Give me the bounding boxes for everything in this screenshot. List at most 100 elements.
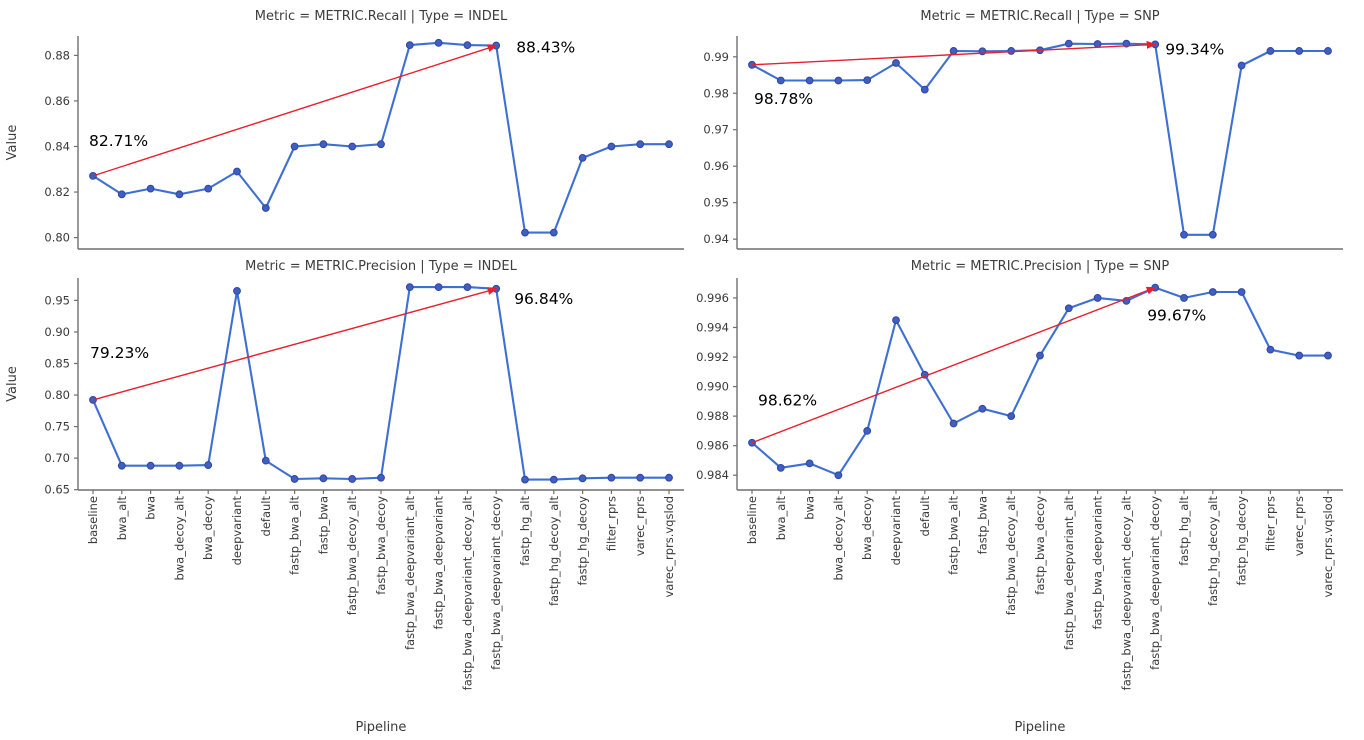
annotation-label: 98.62% — [758, 392, 817, 410]
data-point-fastp_bwa_decoy — [377, 140, 385, 149]
data-point-fastp_hg_decoy — [1237, 288, 1246, 296]
x-tick-label: fastp_hg_decoy — [1235, 496, 1249, 586]
data-point-bwa_alt — [776, 463, 785, 472]
x-tick-label: fastp_bwa_deepvariant_decoy — [1148, 496, 1162, 670]
facet-panel-precision-indel: Metric = METRIC.Precision | Type = INDEL… — [5, 259, 684, 735]
y-tick-label: 0.82 — [44, 185, 70, 199]
x-tick-label: bwa_decoy — [860, 496, 874, 560]
data-point-bwa_decoy_alt — [175, 190, 184, 199]
data-point-default — [261, 456, 270, 465]
trend-arrow — [751, 40, 1157, 66]
x-tick-label: default — [918, 496, 932, 537]
data-point-fastp_bwa_deepvariant_alt — [405, 283, 414, 292]
data-point-bwa_decoy_alt — [834, 76, 843, 85]
data-point-fastp_bwa_alt — [949, 47, 958, 55]
x-tick-label: fastp_bwa_decoy — [374, 496, 388, 595]
x-tick-label: baseline — [745, 496, 759, 544]
data-point-fastp_hg_decoy — [578, 474, 587, 483]
y-tick-label: 0.986 — [696, 439, 729, 453]
x-tick-label: filter_rprs — [604, 496, 618, 551]
data-point-fastp_bwa_deepvariant — [1093, 294, 1102, 302]
y-tick-label: 0.86 — [44, 94, 70, 108]
data-point-fastp_hg_decoy_alt — [549, 228, 558, 237]
data-point-bwa_decoy — [204, 461, 213, 469]
data-point-varec_rprs — [636, 140, 645, 149]
series-line — [751, 42, 1328, 236]
y-tick-label: 0.96 — [703, 159, 729, 173]
facet-panel-recall-indel: Metric = METRIC.Recall | Type = INDEL 0.8… — [5, 9, 684, 250]
y-tick-label: 0.98 — [703, 86, 729, 100]
data-point-bwa_decoy — [204, 184, 213, 193]
y-tick-label: 0.85 — [44, 356, 70, 370]
x-tick-label: bwa_decoy — [201, 496, 215, 560]
trend-arrow — [92, 287, 498, 401]
data-point-fastp_hg_alt — [521, 228, 529, 237]
data-point-filter_rprs — [607, 142, 616, 151]
x-tick-label: fastp_bwa_decoy_alt — [1004, 496, 1018, 616]
data-point-bwa — [146, 461, 155, 470]
y-tick-label: 0.994 — [696, 320, 729, 334]
y-tick-label: 0.65 — [44, 483, 70, 497]
annotation-label: 82.71% — [89, 132, 148, 150]
data-point-bwa — [805, 459, 814, 468]
y-axis-label: Value — [5, 366, 20, 402]
x-tick-label: filter_rprs — [1263, 496, 1277, 551]
data-point-fastp_hg_decoy_alt — [1208, 230, 1217, 239]
data-point-bwa — [805, 76, 814, 85]
data-point-bwa_alt — [117, 461, 126, 470]
y-tick-label: 0.84 — [44, 139, 70, 153]
y-tick-label: 0.95 — [44, 293, 70, 307]
x-tick-label: fastp_bwa_alt — [288, 496, 302, 575]
data-point-bwa_alt — [117, 190, 126, 199]
panel-title: Metric = METRIC.Precision | Type = INDEL — [245, 259, 517, 274]
x-tick-label: varec_rprs — [633, 496, 647, 556]
data-point-deepvariant — [892, 316, 900, 325]
data-point-bwa_decoy_alt — [834, 471, 843, 480]
annotation-label: 99.67% — [1147, 307, 1206, 325]
data-point-fastp_hg_alt — [1180, 230, 1188, 239]
x-tick-label: deepvariant — [230, 496, 244, 566]
annotation-label: 79.23% — [90, 344, 149, 362]
y-tick-label: 0.99 — [703, 50, 729, 64]
y-tick-label: 0.70 — [44, 451, 70, 465]
y-tick-label: 0.95 — [703, 196, 729, 210]
data-point-fastp_bwa_deepvariant_decoy — [492, 41, 501, 50]
x-tick-label: varec_rprs — [1292, 496, 1306, 556]
data-point-fastp_hg_decoy_alt — [549, 475, 558, 484]
data-point-fastp_bwa_deepvariant — [434, 283, 443, 292]
data-point-bwa_decoy — [863, 76, 872, 85]
facet-panel-recall-snp: Metric = METRIC.Recall | Type = SNP 0.94 0… — [703, 9, 1343, 250]
y-tick-label: 0.990 — [696, 380, 729, 394]
y-tick-label: 0.94 — [703, 232, 729, 246]
x-tick-label: fastp_bwa_alt — [947, 496, 961, 575]
x-tick-label: fastp_hg_alt — [518, 496, 532, 566]
x-tick-label: fastp_bwa_decoy — [1033, 496, 1047, 595]
data-point-varec_rprs.vqslod — [665, 140, 673, 149]
x-tick-label: fastp_bwa_deepvariant — [1091, 496, 1105, 630]
x-tick-label: deepvariant — [889, 496, 903, 566]
data-point-fastp_bwa_decoy_alt — [1007, 412, 1016, 421]
data-point-varec_rprs — [1295, 351, 1304, 360]
data-point-varec_rprs — [1295, 47, 1304, 55]
x-tick-label: baseline — [86, 496, 100, 544]
x-tick-label: bwa — [144, 496, 158, 520]
data-point-fastp_bwa — [978, 404, 987, 413]
data-point-varec_rprs.vqslod — [1324, 351, 1332, 360]
annotation-label: 88.43% — [516, 39, 575, 57]
data-point-fastp_bwa_decoy — [1036, 351, 1044, 360]
annotation-label: 96.84% — [514, 290, 573, 308]
data-point-fastp_bwa_deepvariant_alt — [1064, 304, 1073, 313]
data-point-baseline — [89, 171, 97, 180]
data-point-deepvariant — [892, 59, 900, 67]
panel-title: Metric = METRIC.Recall | Type = SNP — [920, 9, 1159, 24]
data-point-fastp_bwa_deepvariant_decoy_alt — [463, 41, 472, 50]
data-point-filter_rprs — [1266, 345, 1275, 354]
x-tick-label: fastp_bwa_deepvariant_alt — [403, 496, 417, 651]
y-tick-label: 0.97 — [703, 123, 729, 137]
x-tick-label: fastp_bwa_deepvariant_decoy — [489, 496, 503, 670]
x-tick-label: fastp_hg_decoy_alt — [1206, 496, 1220, 607]
trend-arrow — [751, 286, 1157, 444]
data-point-default — [261, 204, 270, 212]
x-tick-label: fastp_bwa_deepvariant_alt — [1062, 496, 1076, 651]
